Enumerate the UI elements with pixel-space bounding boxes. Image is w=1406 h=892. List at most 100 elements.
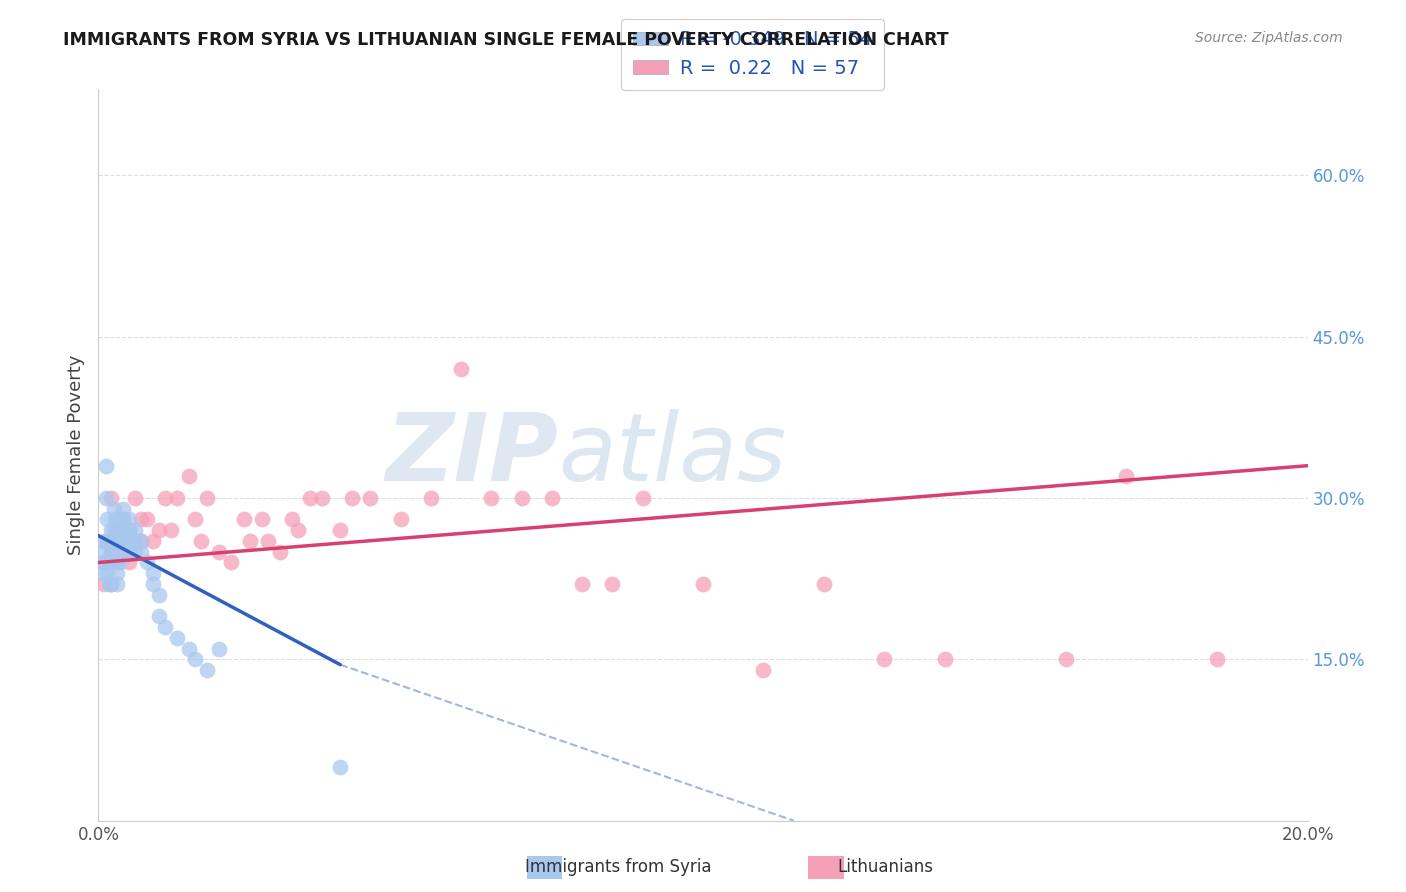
Point bbox=[195, 491, 218, 505]
Point bbox=[93, 533, 115, 548]
Point bbox=[299, 491, 322, 505]
Point bbox=[118, 523, 141, 537]
Point bbox=[1115, 469, 1137, 483]
Point bbox=[129, 512, 152, 526]
Point bbox=[389, 512, 412, 526]
Point bbox=[105, 556, 128, 570]
Point bbox=[100, 577, 122, 591]
Point bbox=[287, 523, 309, 537]
Point bbox=[934, 652, 956, 666]
Point bbox=[100, 523, 122, 537]
Point bbox=[111, 533, 134, 548]
Point bbox=[100, 491, 122, 505]
Point bbox=[96, 533, 118, 548]
Point bbox=[124, 523, 146, 537]
Point bbox=[342, 491, 364, 505]
Point bbox=[329, 523, 352, 537]
Point bbox=[232, 512, 254, 526]
Point bbox=[105, 577, 128, 591]
Point bbox=[166, 491, 188, 505]
Point bbox=[98, 577, 121, 591]
Point bbox=[311, 491, 333, 505]
Point bbox=[97, 556, 120, 570]
Point bbox=[153, 491, 176, 505]
Point bbox=[105, 523, 128, 537]
Point bbox=[105, 533, 128, 548]
Point bbox=[96, 491, 118, 505]
Point bbox=[100, 577, 122, 591]
Point bbox=[118, 545, 141, 559]
Point bbox=[93, 577, 115, 591]
Point bbox=[124, 533, 146, 548]
Point bbox=[111, 512, 134, 526]
Point bbox=[135, 556, 157, 570]
Text: Lithuanians: Lithuanians bbox=[838, 858, 934, 876]
Point bbox=[148, 588, 170, 602]
Point bbox=[142, 533, 165, 548]
Point bbox=[105, 566, 128, 581]
Point bbox=[100, 533, 122, 548]
Point bbox=[105, 523, 128, 537]
Text: atlas: atlas bbox=[558, 409, 786, 500]
Point bbox=[118, 556, 141, 570]
Point bbox=[160, 523, 183, 537]
Point bbox=[111, 501, 134, 516]
Point bbox=[184, 652, 207, 666]
Point bbox=[96, 566, 118, 581]
Point bbox=[450, 362, 472, 376]
Point bbox=[118, 512, 141, 526]
Point bbox=[100, 556, 122, 570]
Point bbox=[105, 545, 128, 559]
Point bbox=[602, 577, 624, 591]
Point bbox=[184, 512, 207, 526]
Point bbox=[103, 523, 125, 537]
Point bbox=[111, 523, 134, 537]
Point bbox=[208, 545, 231, 559]
Point bbox=[153, 620, 176, 634]
Point bbox=[571, 577, 593, 591]
Point bbox=[103, 501, 125, 516]
Point bbox=[107, 512, 129, 526]
Point bbox=[360, 491, 382, 505]
Point bbox=[179, 641, 201, 656]
Point bbox=[93, 556, 115, 570]
Point bbox=[873, 652, 896, 666]
Point bbox=[142, 577, 165, 591]
Point bbox=[281, 512, 304, 526]
Point bbox=[129, 533, 152, 548]
Point bbox=[221, 556, 243, 570]
Point bbox=[692, 577, 714, 591]
Point bbox=[813, 577, 835, 591]
Point bbox=[91, 566, 114, 581]
Point bbox=[179, 469, 201, 483]
Point bbox=[256, 533, 278, 548]
Point bbox=[93, 556, 115, 570]
Point bbox=[148, 609, 170, 624]
Point bbox=[124, 545, 146, 559]
Point bbox=[135, 512, 157, 526]
Point bbox=[124, 491, 146, 505]
Point bbox=[129, 533, 152, 548]
Point bbox=[104, 512, 127, 526]
Point bbox=[148, 523, 170, 537]
Point bbox=[142, 566, 165, 581]
Point bbox=[111, 545, 134, 559]
Point bbox=[190, 533, 212, 548]
Point bbox=[239, 533, 262, 548]
Point bbox=[90, 545, 112, 559]
Point bbox=[195, 663, 218, 677]
Point bbox=[540, 491, 562, 505]
Point bbox=[94, 458, 117, 473]
Text: Source: ZipAtlas.com: Source: ZipAtlas.com bbox=[1195, 31, 1343, 45]
Point bbox=[510, 491, 533, 505]
Point bbox=[481, 491, 503, 505]
Point bbox=[269, 545, 291, 559]
Point bbox=[108, 533, 131, 548]
Point bbox=[96, 512, 118, 526]
Point bbox=[250, 512, 273, 526]
Point bbox=[124, 533, 146, 548]
Point bbox=[111, 512, 134, 526]
Point bbox=[118, 533, 141, 548]
Point bbox=[208, 641, 231, 656]
Point bbox=[100, 545, 122, 559]
